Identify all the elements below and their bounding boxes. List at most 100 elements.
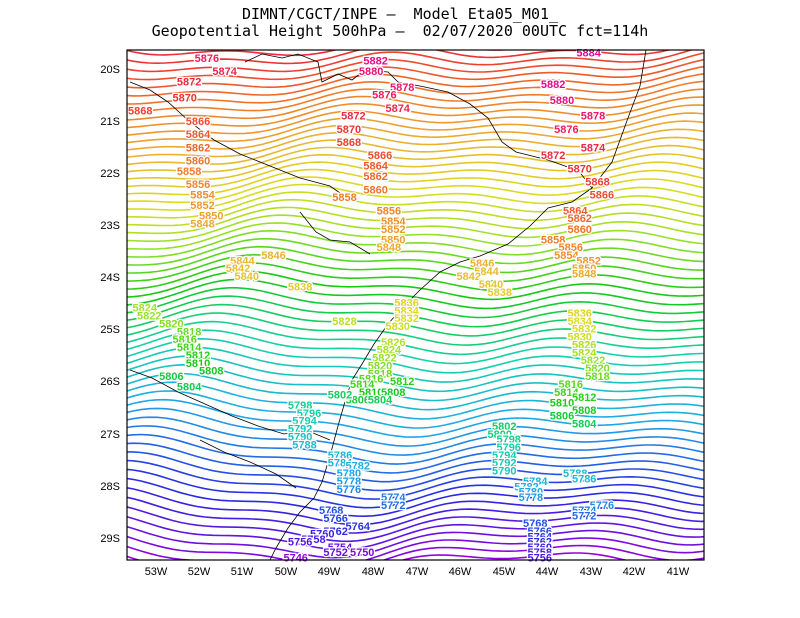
contour-label: 5814 (350, 379, 375, 391)
contour-line (127, 506, 704, 543)
contour-label: 5812 (390, 376, 414, 388)
contour-label: 5752 (323, 547, 347, 559)
contour-line (127, 168, 704, 196)
lat-tick-label: 28S (100, 481, 120, 493)
contour-label: 5746 (283, 552, 307, 564)
contour-label: 5844 (230, 255, 255, 267)
contour-line (127, 222, 704, 250)
contour-label: 5784 (523, 476, 548, 488)
lat-tick-label: 26S (100, 376, 120, 388)
contour-label: 5824 (133, 303, 158, 315)
contour-line (127, 552, 629, 560)
contour-label: 5868 (128, 106, 152, 118)
lon-tick-label: 42W (623, 566, 646, 578)
contour-line (127, 295, 704, 328)
contour-line (127, 329, 704, 365)
contour-label: 5822 (137, 311, 161, 323)
lon-tick-label: 51W (231, 566, 254, 578)
contour-label: 5858 (177, 166, 201, 178)
contour-label: 5828 (332, 316, 356, 328)
contour-label: 5804 (177, 382, 202, 394)
contour-label: 5864 (186, 129, 211, 141)
lat-tick-label: 23S (100, 220, 120, 232)
coastline-path (129, 50, 647, 560)
lon-tick-label: 43W (580, 566, 603, 578)
contour-label: 5830 (567, 332, 591, 344)
contour-line (117, 26, 709, 48)
contour-labels: 5884588258805878587658745876587458725870… (127, 46, 616, 565)
contour-label: 5778 (519, 492, 543, 504)
contour-label: 5762 (323, 526, 347, 538)
lon-tick-label: 50W (275, 566, 298, 578)
contour-label: 5816 (559, 379, 583, 391)
contour-label: 5874 (212, 66, 237, 78)
contour-line (127, 120, 704, 151)
contour-label: 5862 (567, 213, 591, 225)
contour-line (127, 416, 704, 456)
contour-line (127, 320, 704, 356)
contour-label: 5806 (159, 371, 183, 383)
contour-label: 5862 (186, 142, 210, 154)
contour-label: 5822 (372, 353, 396, 365)
contour-line (127, 451, 704, 492)
contour-line (127, 73, 704, 105)
contour-label: 5796 (496, 442, 520, 454)
contour-line (127, 468, 704, 509)
contour-label: 5882 (541, 79, 565, 91)
contour-line (127, 270, 704, 301)
contour-line (127, 238, 704, 266)
contour-line (127, 245, 704, 274)
contour-label: 5810 (186, 358, 210, 370)
contour-label: 5850 (381, 234, 405, 246)
contour-label: 5876 (195, 53, 219, 65)
contour-label: 5824 (572, 347, 597, 359)
contour-line (127, 191, 704, 219)
contour-label: 5884 (576, 48, 601, 60)
contour-label: 5758 (528, 547, 552, 559)
contour-label: 5814 (554, 387, 579, 399)
contour-label: 5848 (572, 269, 596, 281)
contour-label: 5814 (177, 342, 202, 354)
contour-label: 5790 (288, 431, 312, 443)
contour-line (127, 535, 704, 560)
contour-label: 5836 (394, 297, 418, 309)
contour-label: 5876 (554, 124, 578, 136)
contour-label: 5874 (385, 103, 410, 115)
contour-line (117, 13, 709, 31)
contour-line (127, 496, 704, 534)
contour-label: 5852 (381, 224, 405, 236)
contour-label: 5820 (368, 361, 392, 373)
contour-label: 5826 (381, 337, 405, 349)
contour-line (127, 88, 704, 121)
lon-tick-label: 41W (667, 566, 690, 578)
contour-label: 5782 (346, 460, 370, 472)
contour-line (127, 161, 704, 188)
contour-label: 5772 (381, 500, 405, 512)
contour-label: 5878 (390, 82, 414, 94)
contour-label: 5854 (381, 216, 406, 228)
contour-label: 5854 (554, 250, 579, 262)
title-line-2: Geopotential Height 500hPa – 02/07/2020 … (151, 22, 649, 40)
contour-label: 5840 (235, 271, 259, 283)
contour-label: 5848 (190, 219, 214, 231)
contour-line (127, 52, 704, 81)
contour-line (127, 398, 704, 438)
contour-label: 5786 (572, 474, 596, 486)
contour-label: 5818 (177, 326, 201, 338)
contour-line (127, 425, 704, 465)
contour-label: 5856 (559, 242, 583, 254)
lon-tick-label: 47W (406, 566, 429, 578)
contour-label: 5780 (337, 468, 361, 480)
contour-label: 5864 (363, 161, 388, 173)
contour-line (127, 50, 672, 65)
contour-label: 5832 (572, 324, 596, 336)
contour-label: 5846 (261, 250, 285, 262)
contour-line (127, 229, 704, 258)
contour-line (127, 346, 704, 383)
contour-label: 5818 (368, 368, 392, 380)
contour-label: 5768 (319, 505, 343, 517)
contour-label: 5756 (288, 537, 312, 549)
contour-line (127, 136, 704, 166)
contour-label: 5868 (337, 137, 361, 149)
contour-line (127, 262, 704, 292)
